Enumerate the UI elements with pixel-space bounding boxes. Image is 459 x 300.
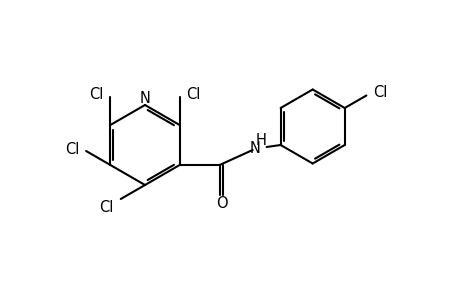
Text: Cl: Cl [372, 85, 387, 100]
Text: Cl: Cl [65, 142, 79, 157]
Text: Cl: Cl [89, 86, 103, 101]
Text: N: N [139, 91, 150, 106]
Text: Cl: Cl [186, 86, 201, 101]
Text: O: O [215, 196, 227, 211]
Text: H: H [255, 133, 265, 148]
Text: N: N [249, 140, 259, 155]
Text: Cl: Cl [99, 200, 114, 214]
